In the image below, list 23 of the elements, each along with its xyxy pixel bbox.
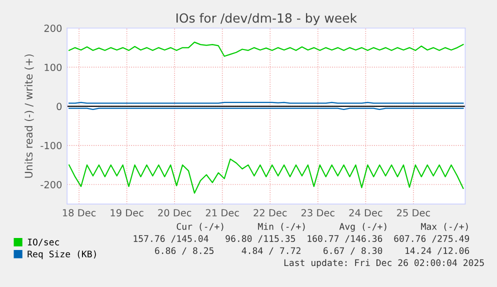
text: 157.76 /145.04 96.80 /115.35 160.77 /146.36 607.76 /275.49: [134, 235, 470, 243]
y-tick-label: -200: [40, 180, 62, 188]
y-tick-label: 0: [56, 102, 62, 110]
x-tick-label: 19 Dec: [110, 209, 144, 216]
x-tick-label: 18 Dec: [62, 209, 96, 216]
line-series: [68, 158, 464, 194]
text: 6.86 / 8.25 4.84 / 7.72 6.67 / 8.30 14.24 /12.06: [155, 247, 470, 255]
y-tick-label: 200: [44, 24, 62, 32]
x-tick-label: 20 Dec: [158, 209, 192, 216]
x-tick-label: 23 Dec: [301, 209, 334, 216]
x-tick-label: 22 Dec: [254, 209, 287, 216]
x-tick-label: 24 Dec: [349, 209, 382, 216]
text: Last update: Fri Dec 26 02:00:04 2025: [284, 259, 484, 268]
x-tick-label: 21 Dec: [206, 209, 239, 216]
line-series: [68, 42, 464, 57]
legend-label: IO/sec: [28, 238, 59, 246]
y-axis-title: Units read (-) / write (+): [24, 54, 34, 178]
x-tick-label: 25 Dec: [397, 209, 430, 216]
chart-title: IOs for /dev/dm-18 - by week: [176, 13, 357, 26]
text: Cur (-/+) Min (-/+) Avg (-/+) Max (-/+): [176, 222, 468, 232]
y-tick-label: -100: [40, 142, 62, 150]
y-tick-label: 100: [44, 64, 62, 72]
legend-label: Req Size (KB): [28, 250, 96, 260]
